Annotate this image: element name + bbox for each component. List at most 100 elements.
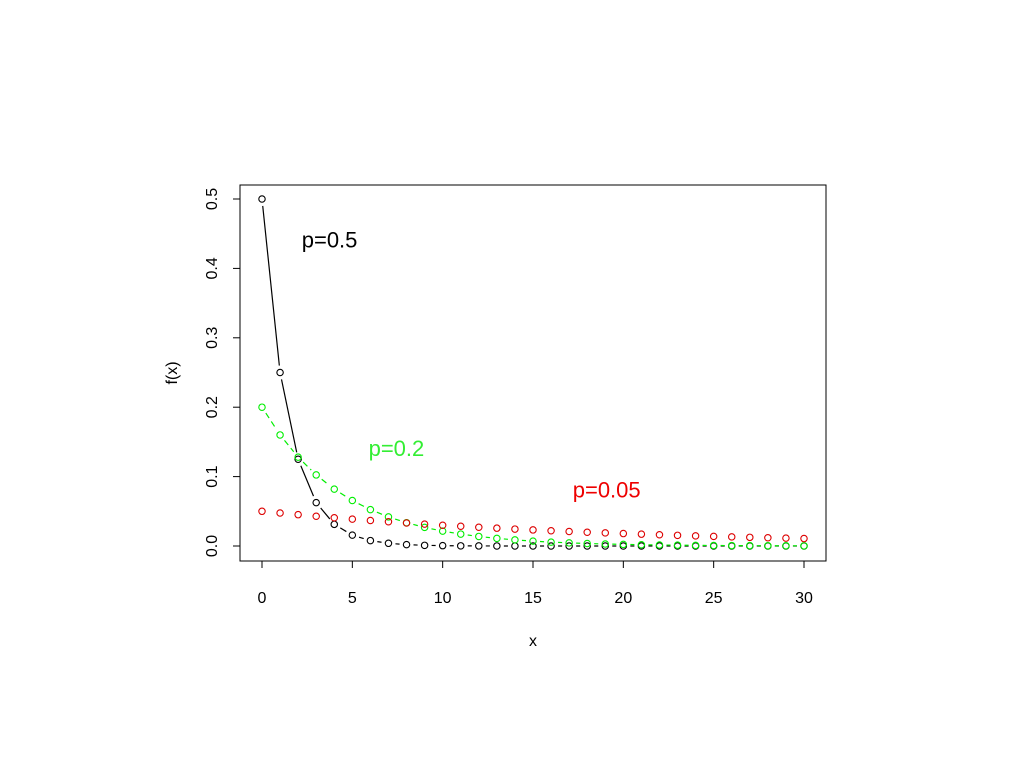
data-point [637, 540, 646, 549]
data-point [493, 534, 501, 543]
x-tick-label: 30 [795, 590, 813, 607]
data-point [529, 526, 537, 534]
data-point [402, 519, 411, 527]
data-point [493, 542, 501, 550]
data-point [366, 536, 375, 545]
series-layer [258, 195, 808, 550]
series-line-segment [265, 412, 277, 430]
data-point [402, 540, 411, 549]
y-tick-label: 0.5 [204, 188, 221, 210]
data-point [276, 509, 284, 517]
data-point [547, 538, 555, 546]
series-line-segment [358, 503, 365, 508]
data-point [782, 542, 790, 550]
x-tick-label: 10 [434, 590, 452, 607]
data-point [709, 532, 718, 541]
data-point [438, 541, 447, 550]
data-point [800, 542, 808, 550]
data-point [709, 541, 718, 550]
x-tick-label: 0 [258, 590, 267, 607]
series-line-segment [394, 518, 401, 522]
data-point [565, 539, 573, 547]
x-tick-label: 15 [524, 590, 542, 607]
series-line-segment [339, 527, 347, 533]
data-point [583, 528, 591, 536]
data-point [475, 523, 483, 531]
data-point [384, 539, 393, 548]
data-point [366, 516, 375, 525]
series-line-segment [302, 461, 312, 471]
data-point [438, 521, 447, 529]
data-point [330, 513, 339, 522]
data-point [583, 542, 591, 550]
data-point [547, 526, 555, 535]
data-point [782, 534, 790, 542]
series-line-segment [280, 379, 298, 453]
data-point [366, 505, 375, 514]
series-line-segment [377, 541, 382, 543]
data-point [475, 532, 483, 541]
data-point [294, 453, 302, 461]
data-point [312, 471, 320, 479]
data-point [475, 542, 483, 550]
data-point [420, 520, 429, 528]
data-point [691, 532, 700, 540]
data-point [348, 531, 357, 539]
series-line-segment [431, 528, 436, 531]
series-line-segment [449, 531, 454, 534]
data-point [655, 541, 664, 549]
data-point [276, 431, 284, 439]
data-point [673, 541, 682, 549]
series-line-segment [413, 523, 418, 527]
y-tick-label: 0.4 [204, 257, 221, 279]
data-point [456, 530, 465, 538]
y-tick-label: 0.3 [204, 327, 221, 349]
data-point [276, 368, 284, 377]
data-point [529, 537, 537, 545]
data-point [330, 485, 339, 493]
data-point [420, 541, 429, 550]
x-tick-label: 25 [705, 590, 723, 607]
series-line-segment [300, 465, 315, 497]
series-line-segment [262, 205, 280, 366]
data-point [456, 522, 465, 531]
data-point [456, 542, 465, 550]
series-annotation: p=0.05 [573, 477, 641, 502]
data-point [511, 536, 519, 544]
x-tick-label: 5 [348, 590, 357, 607]
data-point [258, 195, 266, 203]
data-point [764, 533, 772, 542]
data-point [727, 541, 736, 550]
data-point [348, 515, 357, 523]
series-line-segment [284, 440, 295, 453]
series-line-segment [320, 507, 331, 520]
data-point [294, 510, 302, 519]
series-line-segment [358, 536, 364, 540]
series-line-segment [321, 478, 330, 486]
series-annotation: p=0.2 [369, 436, 425, 461]
y-tick-label: 0.0 [204, 535, 221, 557]
x-axis-title: x [529, 633, 537, 650]
annotation-layer: p=0.5 p=0.2 p=0.05 [302, 228, 641, 503]
data-point [601, 529, 610, 537]
data-point [800, 534, 808, 543]
y-tick-label: 0.1 [204, 465, 221, 487]
data-point [511, 542, 519, 550]
data-point [619, 529, 628, 538]
data-point [727, 533, 736, 541]
data-point [619, 540, 628, 549]
data-point [420, 523, 429, 532]
data-point [764, 541, 772, 550]
series-annotation: p=0.5 [302, 228, 358, 253]
data-point [601, 542, 610, 550]
series-line-segment [339, 492, 347, 498]
data-point [258, 403, 266, 411]
data-point [511, 525, 519, 533]
x-tick-label: 20 [614, 590, 632, 607]
data-point [384, 513, 393, 521]
data-point [691, 541, 700, 550]
data-point [565, 527, 573, 536]
data-point [384, 518, 393, 526]
y-tick-label: 0.2 [204, 396, 221, 418]
